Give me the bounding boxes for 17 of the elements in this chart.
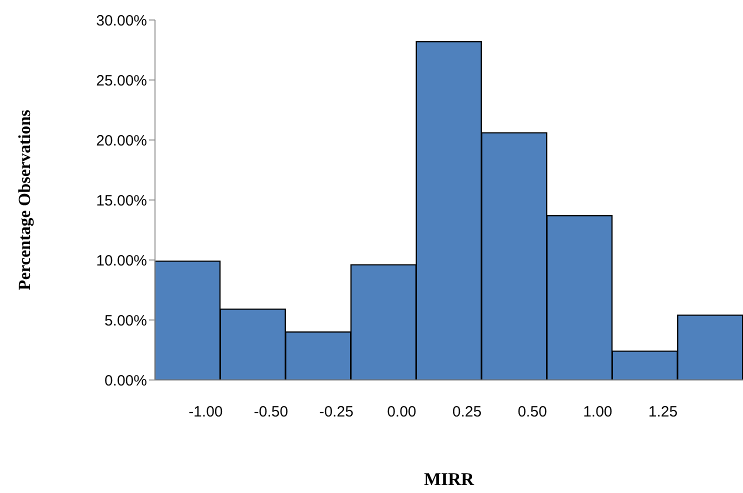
y-tick-label: 5.00% <box>104 312 147 330</box>
x-tick-label: 0.00 <box>387 404 416 421</box>
y-tick-label: 30.00% <box>96 12 147 30</box>
y-tick-label: 10.00% <box>96 252 147 270</box>
y-tick-label: 0.00% <box>104 372 147 390</box>
x-tick-label: -0.50 <box>254 404 288 421</box>
y-tick-label: 20.00% <box>96 132 147 150</box>
x-tick-label: 0.50 <box>518 404 547 421</box>
y-tick-label: 15.00% <box>96 192 147 210</box>
x-axis-title: MIRR <box>424 469 475 489</box>
y-tick-label: 25.00% <box>96 72 147 90</box>
x-tick-label: 1.25 <box>648 404 678 421</box>
x-tick-label: -1.00 <box>188 404 223 421</box>
y-axis-title: Percentage Observations <box>15 109 34 290</box>
x-tick-label: 1.00 <box>583 404 612 421</box>
x-tick-label: 0.25 <box>452 404 482 421</box>
x-tick-label: -0.25 <box>319 404 354 421</box>
